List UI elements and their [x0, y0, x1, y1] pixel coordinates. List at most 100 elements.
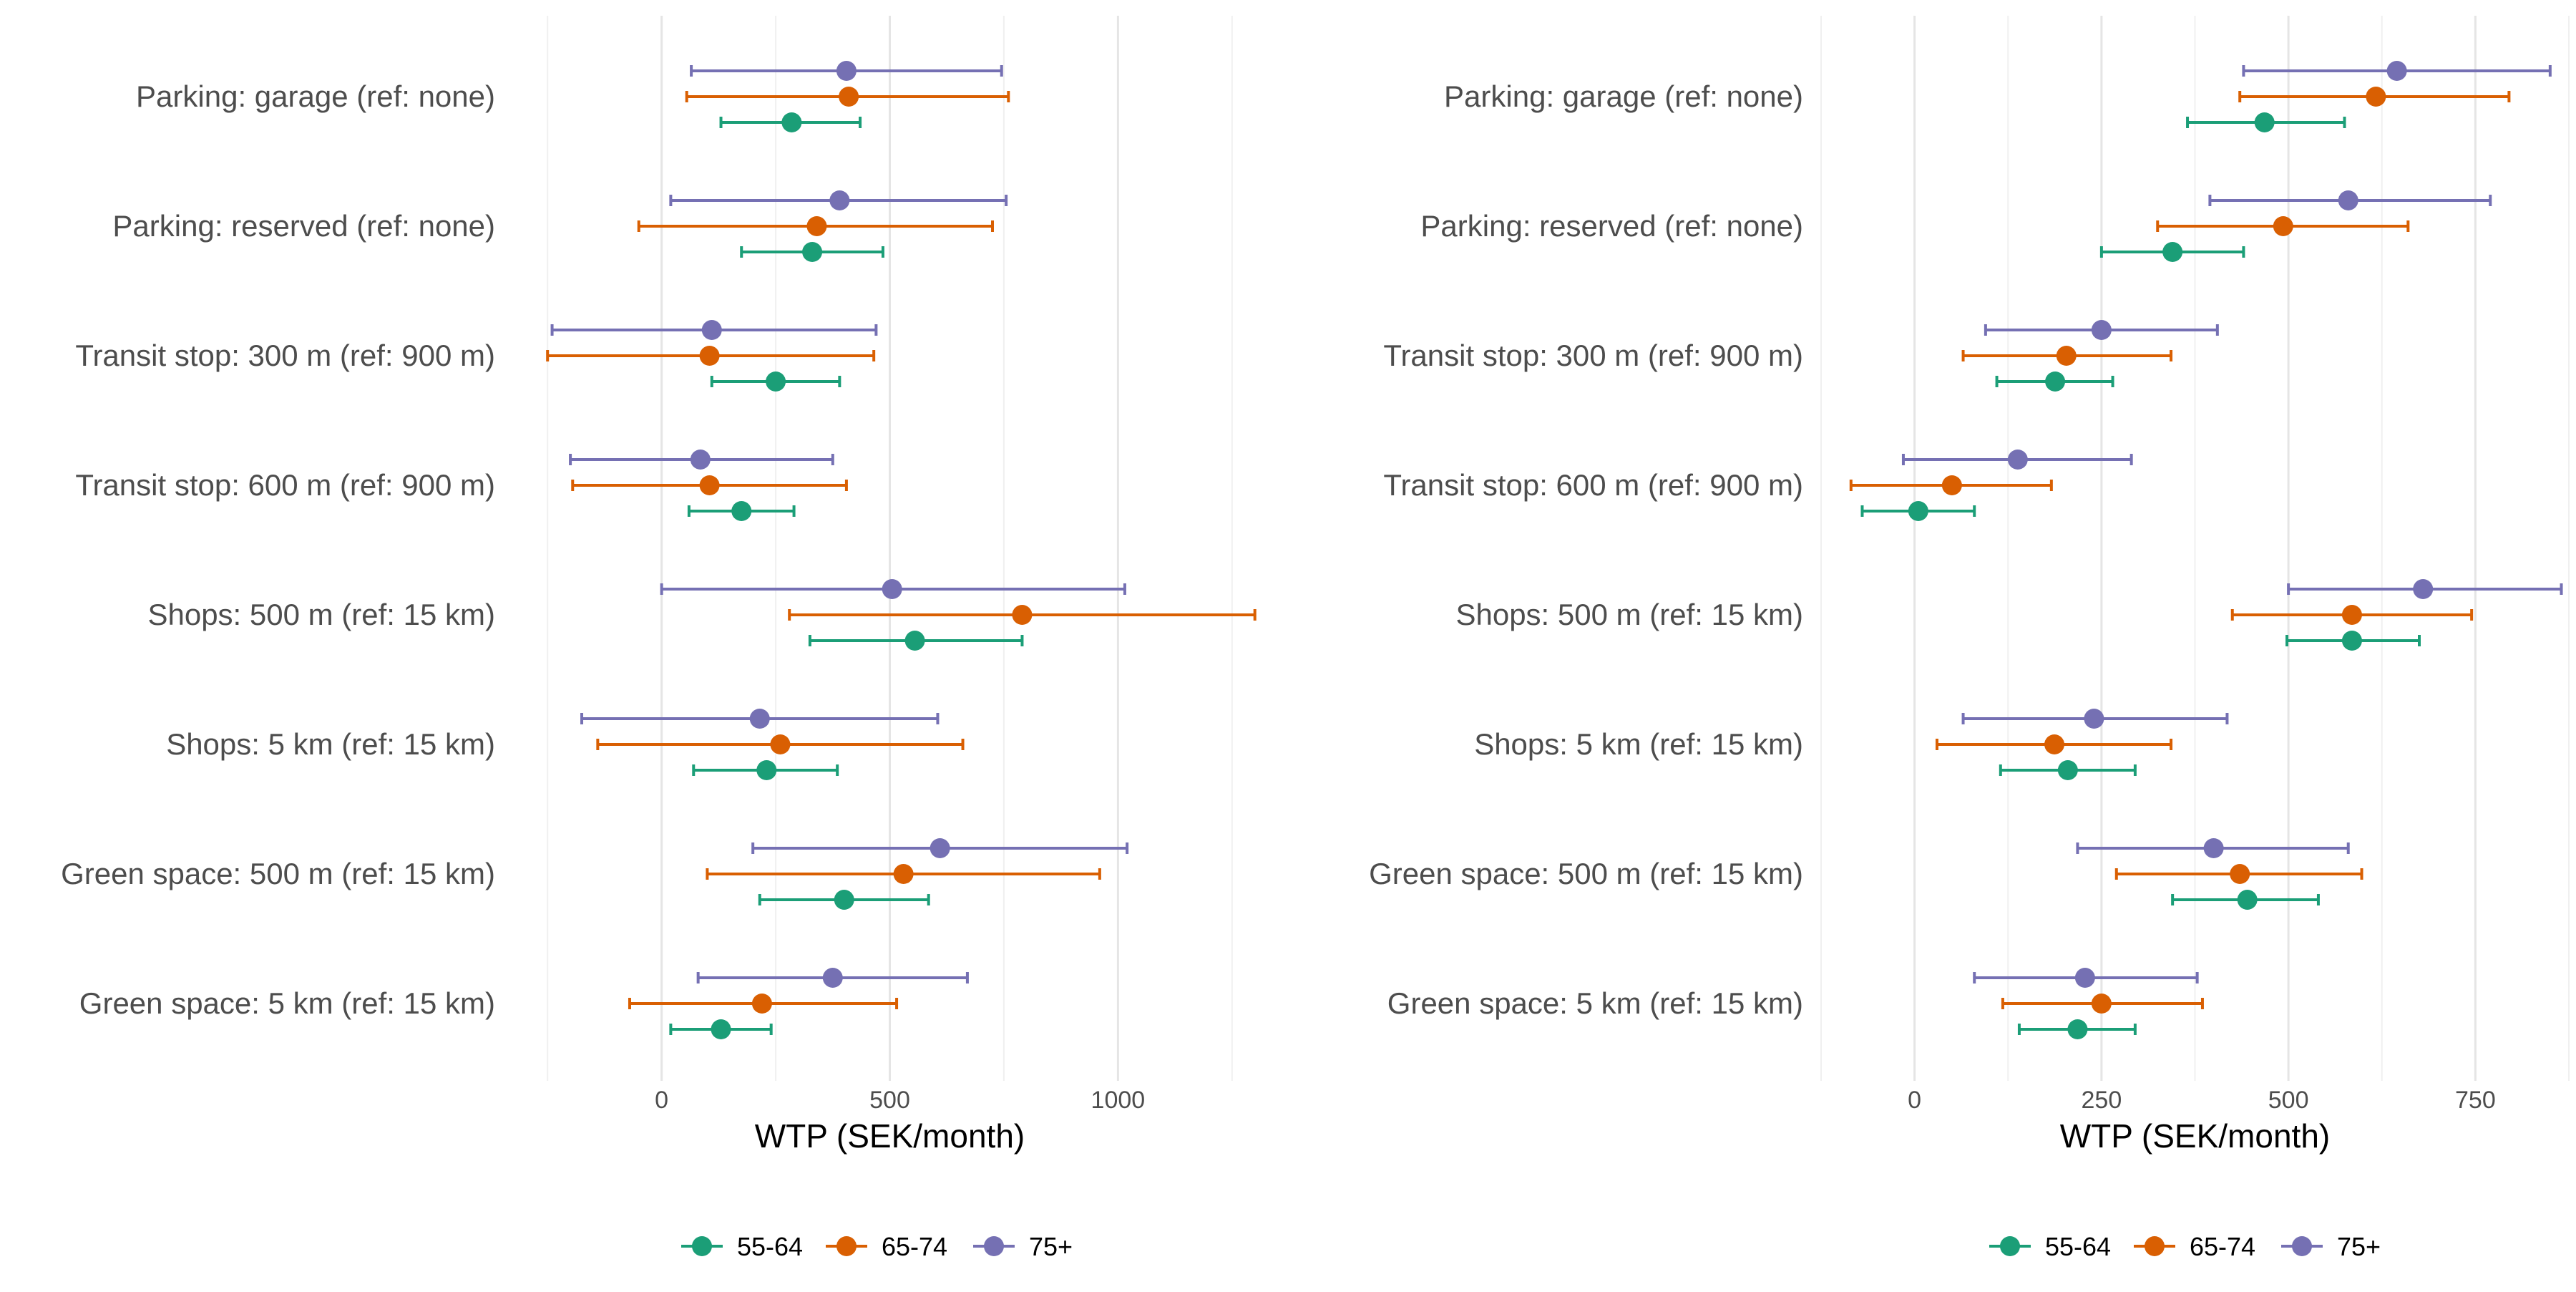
category-label: Green space: 5 km (ref: 15 km): [1387, 986, 1803, 1020]
point-estimate: [904, 631, 925, 651]
legend-label: 65-74: [882, 1232, 947, 1261]
series-65-74: [1849, 87, 2511, 1014]
point-estimate: [699, 475, 720, 495]
x-axis-title: WTP (SEK/month): [2060, 1117, 2330, 1155]
category-label: Transit stop: 600 m (ref: 900 m): [75, 468, 495, 502]
point-estimate: [2007, 450, 2028, 470]
category-label: Transit stop: 600 m (ref: 900 m): [1383, 468, 1803, 502]
legend-item: 55-64: [1989, 1232, 2111, 1261]
point-estimate: [893, 864, 914, 884]
series-55-64: [669, 112, 1024, 1039]
point-estimate: [2413, 579, 2434, 599]
category-label: Shops: 500 m (ref: 15 km): [1455, 598, 1803, 631]
point-estimate: [2338, 190, 2358, 210]
legend-label: 75+: [2337, 1232, 2381, 1261]
point-estimate: [822, 968, 843, 988]
x-tick-label: 250: [2082, 1087, 2122, 1114]
point-estimate: [2084, 709, 2104, 729]
legend-label: 55-64: [737, 1232, 803, 1261]
x-tick-label: 0: [1908, 1087, 1921, 1114]
point-estimate: [2230, 864, 2250, 884]
point-estimate: [2056, 346, 2077, 366]
category-label: Parking: garage (ref: none): [136, 79, 495, 113]
category-label: Parking: reserved (ref: none): [112, 209, 495, 243]
legend-label: 55-64: [2045, 1232, 2111, 1261]
x-tick-label: 1000: [1091, 1087, 1146, 1114]
category-label: Green space: 500 m (ref: 15 km): [1369, 857, 1803, 890]
point-estimate: [781, 112, 802, 132]
category-label: Parking: garage (ref: none): [1444, 79, 1803, 113]
point-estimate: [2341, 605, 2362, 625]
x-tick-label: 0: [655, 1087, 668, 1114]
point-estimate: [770, 734, 791, 754]
legend-label: 75+: [1029, 1232, 1073, 1261]
point-estimate: [1908, 501, 1928, 521]
point-estimate: [802, 242, 823, 262]
legend: 55-64 65-74 75+: [681, 1232, 1073, 1261]
point-estimate: [2254, 112, 2275, 132]
legend-item: 65-74: [826, 1232, 947, 1261]
point-estimate: [2237, 890, 2258, 910]
legend-key-marker: [2292, 1236, 2312, 1256]
x-axis-title: WTP (SEK/month): [755, 1117, 1025, 1155]
point-estimate: [2057, 760, 2078, 780]
panel-2: 0 250 500 750 WTP (SEK/month) Parking: garage…: [1369, 16, 2570, 1261]
x-tick-label: 500: [2268, 1087, 2309, 1114]
point-estimate: [829, 190, 850, 210]
point-estimate: [839, 87, 859, 107]
point-estimate: [756, 760, 777, 780]
legend-item: 65-74: [2134, 1232, 2255, 1261]
series-75+: [550, 61, 1129, 988]
point-estimate: [836, 61, 857, 81]
legend-item: 75+: [973, 1232, 1073, 1261]
point-estimate: [701, 320, 722, 340]
legend-label: 65-74: [2190, 1232, 2255, 1261]
legend-item: 55-64: [681, 1232, 803, 1261]
point-estimate: [2366, 87, 2386, 107]
x-tick-label: 500: [869, 1087, 910, 1114]
category-label: Green space: 5 km (ref: 15 km): [79, 986, 495, 1020]
point-estimate: [749, 709, 770, 729]
point-estimate: [2044, 734, 2065, 754]
point-estimate: [806, 216, 827, 236]
legend: 55-64 65-74 75+: [1989, 1232, 2381, 1261]
point-estimate: [699, 346, 720, 366]
legend-key-marker: [692, 1236, 712, 1256]
series-65-74: [546, 87, 1257, 1014]
series-75+: [1901, 61, 2563, 988]
legend-key-marker: [984, 1236, 1004, 1256]
point-estimate: [2045, 371, 2066, 392]
legend-key-marker: [836, 1236, 857, 1256]
legend-item: 75+: [2281, 1232, 2381, 1261]
category-label: Transit stop: 300 m (ref: 900 m): [75, 339, 495, 372]
point-estimate: [2074, 968, 2095, 988]
point-estimate: [711, 1019, 731, 1039]
point-estimate: [2091, 994, 2112, 1014]
point-estimate: [751, 994, 772, 1014]
category-label: Parking: reserved (ref: none): [1420, 209, 1803, 243]
panel-1: 0 500 1000 WTP (SEK/month) Parking: garage (…: [61, 16, 1257, 1261]
point-estimate: [1941, 475, 1962, 495]
point-estimate: [2067, 1019, 2088, 1039]
point-estimate: [690, 450, 711, 470]
category-label: Shops: 5 km (ref: 15 km): [1474, 727, 1803, 761]
point-estimate: [2162, 242, 2183, 262]
category-label: Transit stop: 300 m (ref: 900 m): [1383, 339, 1803, 372]
point-estimate: [1012, 605, 1033, 625]
point-estimate: [2386, 61, 2407, 81]
point-estimate: [834, 890, 854, 910]
point-estimate: [2091, 320, 2112, 340]
series-55-64: [1860, 112, 2421, 1039]
category-label: Green space: 500 m (ref: 15 km): [61, 857, 495, 890]
point-estimate: [930, 838, 950, 858]
legend-key-marker: [2145, 1236, 2165, 1256]
x-tick-label: 750: [2455, 1087, 2496, 1114]
category-label: Shops: 500 m (ref: 15 km): [147, 598, 495, 631]
point-estimate: [2203, 838, 2224, 858]
category-label: Shops: 5 km (ref: 15 km): [166, 727, 495, 761]
point-estimate: [882, 579, 902, 599]
legend-key-marker: [2000, 1236, 2020, 1256]
point-estimate: [766, 371, 786, 392]
